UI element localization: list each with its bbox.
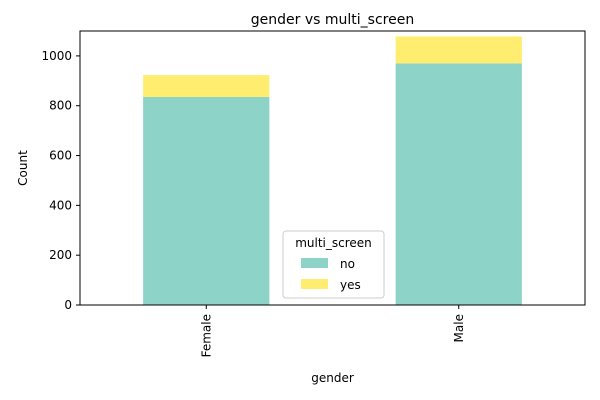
x-tick-label: Female [199, 314, 213, 357]
legend-label-no: no [340, 257, 355, 271]
y-axis-label: Count [16, 150, 30, 186]
y-tick-label: 0 [64, 298, 72, 312]
legend: multi_screen no yes [282, 230, 385, 299]
bar-female-yes [143, 75, 270, 98]
y-tick-label: 200 [49, 248, 72, 262]
bar-female-no [143, 97, 270, 305]
x-axis-ticks: Female Male [199, 305, 466, 357]
x-tick-label: Male [452, 314, 466, 342]
x-axis-label: gender [311, 371, 354, 385]
y-tick-label: 1000 [41, 49, 72, 63]
legend-items: no yes [301, 257, 361, 292]
legend-title: multi_screen [295, 236, 372, 250]
y-tick-label: 800 [49, 99, 72, 113]
bars-group [143, 36, 522, 305]
legend-swatch-yes [301, 279, 328, 289]
y-tick-label: 600 [49, 149, 72, 163]
bar-male-no [395, 63, 522, 305]
legend-label-yes: yes [340, 278, 361, 292]
chart-title: gender vs multi_screen [251, 12, 414, 28]
bar-male-yes [395, 36, 522, 64]
legend-swatch-no [301, 258, 328, 268]
y-tick-label: 400 [49, 198, 72, 212]
axes-frame [79, 30, 586, 306]
y-axis-ticks: 0 200 400 600 800 1000 [41, 49, 80, 312]
